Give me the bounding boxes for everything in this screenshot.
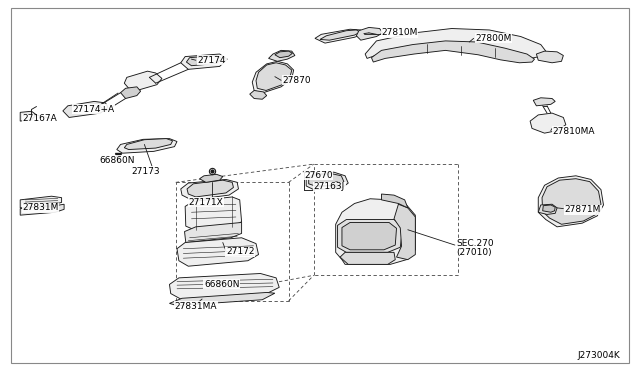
Polygon shape bbox=[308, 174, 344, 187]
Polygon shape bbox=[394, 204, 415, 260]
Polygon shape bbox=[124, 71, 162, 92]
Polygon shape bbox=[356, 28, 383, 40]
Polygon shape bbox=[250, 90, 267, 99]
Polygon shape bbox=[116, 139, 177, 153]
Polygon shape bbox=[187, 180, 234, 197]
Text: 27171X: 27171X bbox=[188, 198, 223, 207]
Polygon shape bbox=[180, 179, 239, 200]
Text: 27870: 27870 bbox=[282, 76, 311, 85]
Polygon shape bbox=[533, 98, 556, 106]
Polygon shape bbox=[336, 199, 415, 264]
Polygon shape bbox=[124, 139, 173, 150]
Polygon shape bbox=[184, 222, 242, 243]
Polygon shape bbox=[538, 176, 604, 227]
Polygon shape bbox=[120, 87, 141, 99]
Text: 27173: 27173 bbox=[132, 167, 161, 176]
Polygon shape bbox=[315, 29, 364, 43]
Polygon shape bbox=[365, 29, 546, 59]
Text: 66860N: 66860N bbox=[204, 280, 239, 289]
Text: 27163J: 27163J bbox=[314, 182, 345, 191]
Polygon shape bbox=[269, 50, 295, 61]
Text: 27174: 27174 bbox=[198, 56, 226, 65]
Polygon shape bbox=[371, 41, 534, 63]
Polygon shape bbox=[342, 222, 397, 250]
Text: 27831M: 27831M bbox=[22, 203, 58, 212]
Polygon shape bbox=[320, 30, 360, 40]
Text: 66860N: 66860N bbox=[99, 156, 135, 165]
Polygon shape bbox=[381, 194, 408, 208]
Text: 27167A: 27167A bbox=[22, 114, 57, 123]
Text: (27010): (27010) bbox=[457, 248, 492, 257]
Polygon shape bbox=[170, 273, 279, 300]
Polygon shape bbox=[185, 197, 242, 231]
Polygon shape bbox=[538, 204, 557, 214]
Text: 27172: 27172 bbox=[226, 247, 255, 256]
Polygon shape bbox=[542, 179, 601, 224]
Polygon shape bbox=[170, 292, 275, 305]
Polygon shape bbox=[186, 55, 222, 66]
Text: J273004K: J273004K bbox=[577, 351, 620, 360]
Text: 27810MA: 27810MA bbox=[552, 127, 595, 136]
Polygon shape bbox=[337, 219, 403, 252]
Polygon shape bbox=[306, 172, 348, 190]
Polygon shape bbox=[275, 51, 292, 58]
Polygon shape bbox=[20, 111, 36, 121]
Text: 27174+A: 27174+A bbox=[72, 105, 115, 114]
Polygon shape bbox=[20, 196, 61, 208]
Polygon shape bbox=[180, 54, 227, 69]
Polygon shape bbox=[256, 63, 292, 90]
Polygon shape bbox=[340, 252, 396, 264]
Polygon shape bbox=[543, 205, 556, 212]
Text: 27871M: 27871M bbox=[564, 205, 601, 214]
Text: 27800M: 27800M bbox=[476, 34, 512, 43]
Polygon shape bbox=[536, 51, 563, 63]
Polygon shape bbox=[63, 102, 108, 118]
Polygon shape bbox=[530, 113, 566, 133]
Polygon shape bbox=[177, 238, 259, 266]
Polygon shape bbox=[20, 204, 64, 215]
Text: 27831MA: 27831MA bbox=[175, 302, 217, 311]
Text: SEC.270: SEC.270 bbox=[457, 239, 494, 248]
Polygon shape bbox=[200, 174, 223, 182]
Polygon shape bbox=[252, 61, 294, 93]
Text: 27670: 27670 bbox=[305, 171, 333, 180]
Text: 27810M: 27810M bbox=[381, 28, 418, 37]
